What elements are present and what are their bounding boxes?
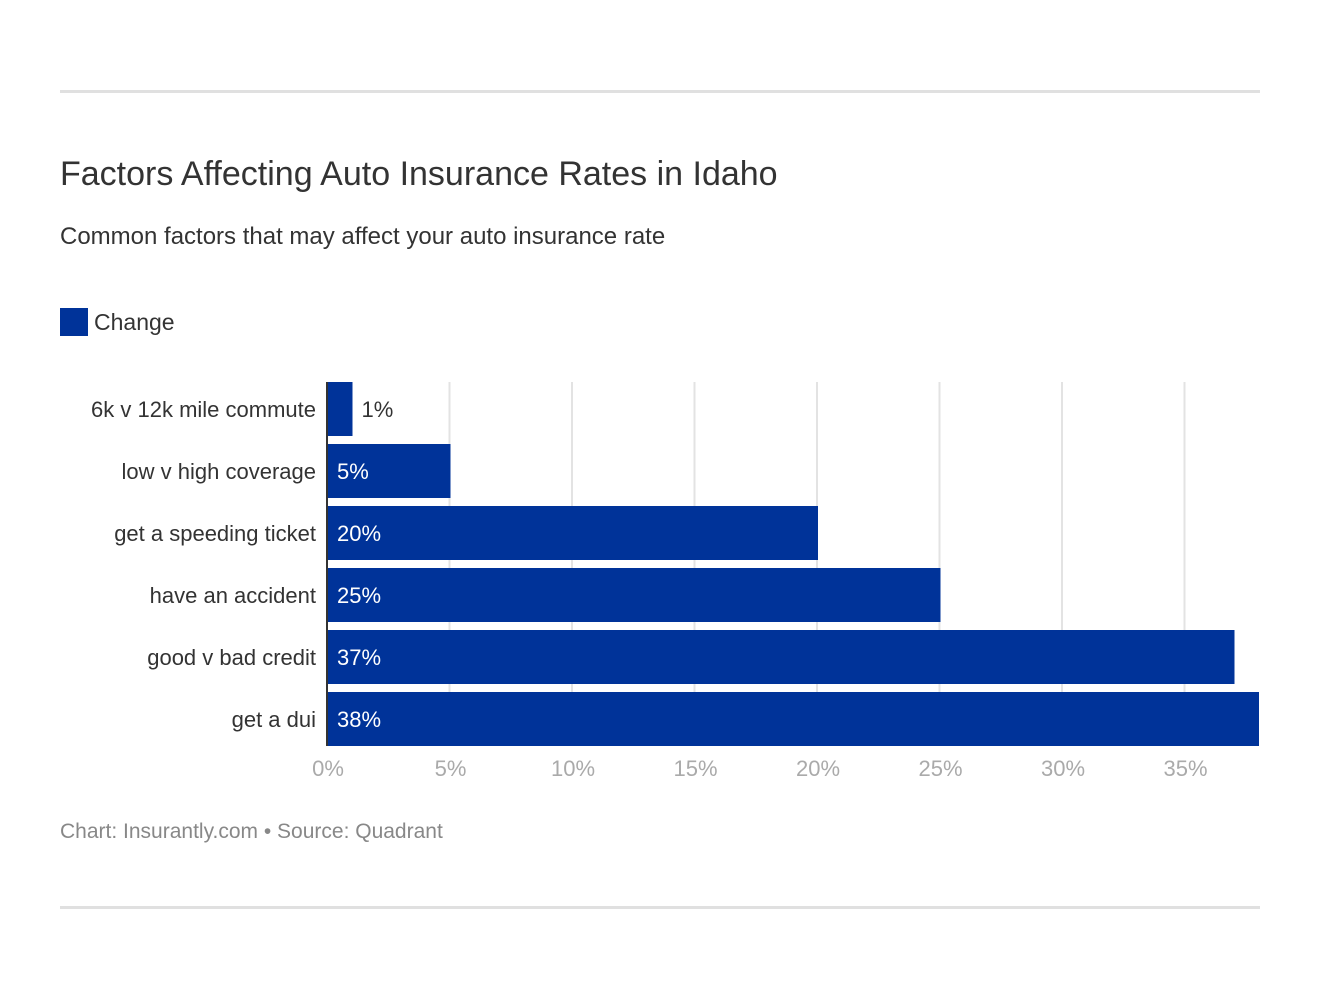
data-label: 1% bbox=[362, 397, 394, 422]
bar bbox=[328, 506, 818, 560]
bar bbox=[328, 568, 941, 622]
bar-chart: 0% 5% 10% 15% 20% 25% 30% 35% 6k v 12k mile comm… bbox=[91, 382, 1259, 781]
bottom-divider bbox=[60, 906, 1260, 909]
x-tick-label: 30% bbox=[1041, 756, 1085, 781]
chart-footer: Chart: Insurantly.com • Source: Quadrant bbox=[60, 820, 443, 843]
x-tick-label: 15% bbox=[673, 756, 717, 781]
chart-subtitle: Common factors that may affect your auto… bbox=[60, 223, 666, 250]
chart-title: Factors Affecting Auto Insurance Rates i… bbox=[60, 155, 778, 193]
category-label: low v high coverage bbox=[122, 459, 316, 484]
data-label: 38% bbox=[337, 707, 381, 732]
legend-swatch bbox=[60, 308, 88, 336]
bar bbox=[328, 444, 451, 498]
category-label: get a dui bbox=[232, 707, 316, 732]
legend-label: Change bbox=[94, 308, 175, 335]
data-label: 25% bbox=[337, 583, 381, 608]
data-label: 20% bbox=[337, 521, 381, 546]
x-tick-label: 5% bbox=[435, 756, 467, 781]
category-label: 6k v 12k mile commute bbox=[91, 397, 316, 422]
category-label: good v bad credit bbox=[147, 645, 316, 670]
legend: Change bbox=[60, 308, 175, 336]
top-divider bbox=[60, 90, 1260, 93]
bar bbox=[328, 382, 353, 436]
data-label: 37% bbox=[337, 645, 381, 670]
bar bbox=[328, 630, 1235, 684]
category-label: get a speeding ticket bbox=[114, 521, 316, 546]
x-tick-label: 25% bbox=[918, 756, 962, 781]
x-tick-label: 20% bbox=[796, 756, 840, 781]
category-label: have an accident bbox=[150, 583, 316, 608]
x-tick-label: 10% bbox=[551, 756, 595, 781]
x-tick-label: 35% bbox=[1163, 756, 1207, 781]
bar bbox=[328, 692, 1259, 746]
x-tick-label: 0% bbox=[312, 756, 344, 781]
data-label: 5% bbox=[337, 459, 369, 484]
